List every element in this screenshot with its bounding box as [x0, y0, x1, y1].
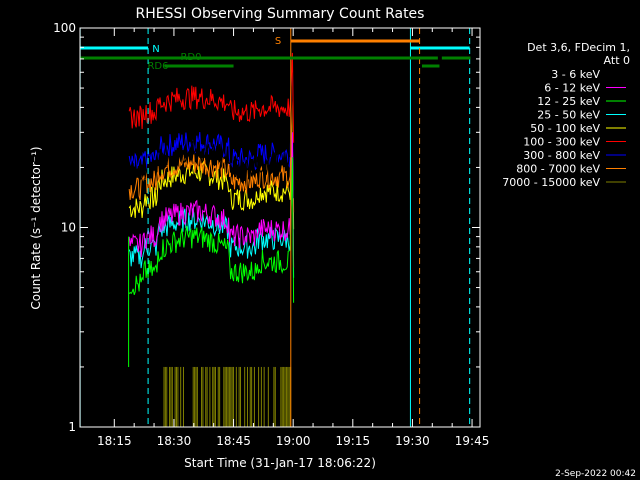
flag-label-rd0: RD0 [180, 52, 201, 63]
x-tick-label: 18:45 [216, 434, 251, 448]
series-line-12-25keV [128, 157, 295, 303]
y-tick-label: 1 [68, 420, 76, 434]
flag-label-saa: S [275, 36, 281, 47]
legend-label: 50 - 100 keV [530, 122, 600, 135]
legend-label: 25 - 50 keV [537, 109, 600, 122]
series-line-800-7000keV [128, 83, 295, 213]
flag-label-rd6: RD6 [147, 61, 168, 72]
flags-layer [79, 28, 471, 427]
x-tick-label: 18:30 [157, 434, 192, 448]
legend-label: 6 - 12 keV [544, 82, 600, 95]
flag-label-night: N [152, 44, 159, 55]
y-axis-label: Count Rate (s⁻¹ detector⁻¹) [29, 146, 43, 309]
series-line-6-12keV [128, 132, 295, 268]
legend-label: 800 - 7000 keV [516, 163, 600, 176]
series-line-50-100keV [128, 92, 295, 230]
legend-header-line2: Att 0 [604, 54, 630, 67]
x-tick-label: 19:45 [455, 434, 490, 448]
legend-header-line1: Det 3,6, FDecim 1, [527, 41, 630, 54]
text-layer: RHESSI Observing Summary Count Rates Sta… [29, 6, 636, 479]
series-line-3-6keV [128, 72, 295, 199]
x-axis-label: Start Time (31-Jan-17 18:06:22) [184, 456, 376, 470]
legend-label: 300 - 800 keV [523, 149, 600, 162]
footer-timestamp: 2-Sep-2022 00:42 [555, 469, 636, 479]
legend-label: 12 - 25 keV [537, 95, 600, 108]
series-line-100-300keV [128, 52, 295, 143]
y-tick-label: 100 [53, 21, 76, 35]
legend-label: 3 - 6 keV [551, 68, 600, 81]
legend-label: 100 - 300 keV [523, 136, 600, 149]
chart-title: RHESSI Observing Summary Count Rates [136, 6, 425, 22]
legend-label: 7000 - 15000 keV [502, 176, 600, 189]
x-tick-label: 19:30 [395, 434, 430, 448]
axes-layer: 18:15 18:30 18:45 19:00 19:15 19:30 19:45 1 10 10… [53, 21, 489, 448]
data-layer [128, 52, 295, 427]
x-tick-label: 19:15 [336, 434, 371, 448]
y-tick-label: 10 [61, 221, 76, 235]
x-tick-label: 18:15 [97, 434, 132, 448]
x-tick-label: 19:00 [276, 434, 311, 448]
